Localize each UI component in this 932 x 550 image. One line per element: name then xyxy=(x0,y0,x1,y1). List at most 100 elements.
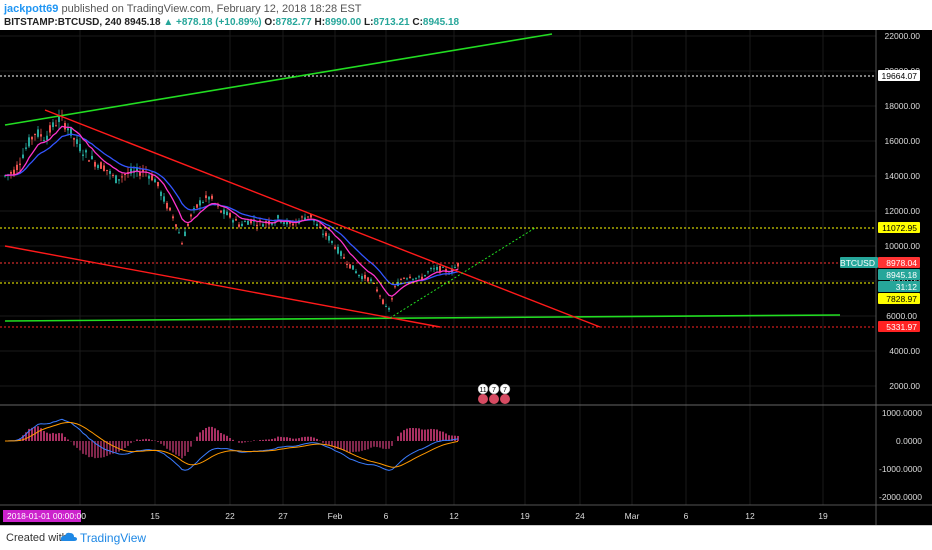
author-link[interactable]: jackpott69 xyxy=(4,3,59,15)
candle-body xyxy=(73,138,75,140)
event-badge[interactable]: 7 xyxy=(488,383,500,404)
candle-body xyxy=(121,176,123,178)
candle-body xyxy=(190,214,192,217)
event-badge[interactable]: 11 xyxy=(477,383,489,404)
time-tick-label: 12 xyxy=(449,511,459,521)
event-badges[interactable]: 11 7 7 xyxy=(477,383,511,404)
candle-body xyxy=(25,147,27,149)
open-value: 8782.77 xyxy=(275,17,312,28)
price-tag-label: 5331.97 xyxy=(886,322,917,332)
time-axis[interactable]: 2018-01-01 00:00:00 15 22 27 Feb 6 12 19 24 Mar 6 1… xyxy=(3,510,828,522)
price-tag-label: 11072.95 xyxy=(882,223,917,233)
candle-body xyxy=(361,276,363,280)
candle-body xyxy=(223,209,225,215)
candle-body xyxy=(283,222,285,224)
candle-body xyxy=(136,167,138,172)
price-tick-label: 2000.00 xyxy=(889,381,920,391)
candle-body xyxy=(241,223,243,226)
price-tag-label: 8945.18 xyxy=(886,270,917,280)
candle-body xyxy=(46,135,48,140)
candle-body xyxy=(67,128,69,131)
candle-body xyxy=(277,215,279,219)
price-tag-label: 6000.00 xyxy=(886,311,917,321)
price-tag-label: 8978.04 xyxy=(886,258,917,268)
candle-body xyxy=(433,268,435,270)
footer: Created with TradingView xyxy=(0,525,932,550)
candle-body xyxy=(301,216,303,218)
candle-body xyxy=(31,136,33,140)
time-tick-label: 15 xyxy=(150,511,160,521)
red-upper-trendline[interactable] xyxy=(44,109,601,328)
candle-body xyxy=(16,164,18,171)
candle-body xyxy=(13,169,15,176)
candle-body xyxy=(232,220,234,223)
time-tick-label: 6 xyxy=(384,511,389,521)
badge-count: 7 xyxy=(492,387,496,394)
candle-body xyxy=(37,129,39,137)
candle-body xyxy=(403,277,405,279)
candle-body xyxy=(226,211,228,216)
candle-body xyxy=(100,162,102,169)
price-tag: 7828.97 xyxy=(878,293,920,304)
low-value: 8713.21 xyxy=(373,17,410,28)
price-axis[interactable]: 22000.0020000.0018000.0016000.0014000.00… xyxy=(885,31,921,391)
candle-body xyxy=(148,175,150,179)
price-tags: 19664.07 11072.95 BTCUSD 8978.04 8945.18 31:1… xyxy=(840,70,920,332)
price-tag: 8978.04 xyxy=(878,257,920,268)
open-label: O: xyxy=(264,17,276,28)
candle-body xyxy=(388,308,390,310)
price-tick-label: 16000.00 xyxy=(885,136,921,146)
candle-body xyxy=(181,243,183,245)
candle-body xyxy=(436,267,438,270)
candle-body xyxy=(370,279,372,281)
price-tag: 5331.97 xyxy=(878,321,920,332)
candle-body xyxy=(385,305,387,307)
candle-body xyxy=(139,172,141,176)
candle-body xyxy=(256,224,258,227)
tradingview-brand[interactable]: TradingView xyxy=(80,531,147,545)
price-tag: BTCUSD xyxy=(840,257,878,268)
candle-body xyxy=(208,196,210,200)
oscillator-axis: 1000.0000 0.0000 -1000.0000 -2000.0000 xyxy=(879,408,922,502)
candle-body xyxy=(70,127,72,136)
candle-body xyxy=(238,224,240,227)
candle-body xyxy=(115,175,117,184)
time-tick-label: 12 xyxy=(745,511,755,521)
green-dotted-channel[interactable] xyxy=(389,227,536,319)
price-tag-label: 31:12 xyxy=(896,282,918,292)
candle-body xyxy=(457,262,459,267)
candle-body xyxy=(430,268,432,270)
candle-body xyxy=(235,218,237,221)
candle-body xyxy=(157,182,159,187)
candle-body xyxy=(337,246,339,254)
event-badge[interactable]: 7 xyxy=(499,383,511,404)
candle-body xyxy=(217,205,219,207)
candle-body xyxy=(247,220,249,225)
green-upper-trendline[interactable] xyxy=(4,33,553,126)
candle-body xyxy=(64,123,66,130)
candle-body xyxy=(52,122,54,128)
candle-body xyxy=(76,139,78,144)
green-support-line[interactable] xyxy=(4,314,841,322)
candle-body xyxy=(367,277,369,282)
candle-body xyxy=(109,171,111,174)
signal-line xyxy=(5,422,459,468)
candle-body xyxy=(79,143,81,152)
price-tag: 31:12 xyxy=(878,281,920,292)
red-lower-trendline[interactable] xyxy=(4,245,441,328)
candle-body xyxy=(340,251,342,256)
candle-body xyxy=(220,210,222,213)
candle-body xyxy=(124,173,126,176)
candle-body xyxy=(406,278,408,280)
time-tick-label: Mar xyxy=(625,511,640,521)
candle-body xyxy=(358,274,360,277)
candle-body xyxy=(409,276,411,279)
symbol-name: BITSTAMP:BTCUSD, 240 xyxy=(4,17,122,28)
price-chart[interactable]: 22000.0020000.0018000.0016000.0014000.00… xyxy=(0,30,932,525)
chart-area[interactable]: 22000.0020000.0018000.0016000.0014000.00… xyxy=(0,30,932,525)
candle-body xyxy=(415,277,417,279)
price-tick-label: 22000.00 xyxy=(885,31,921,41)
candle-body xyxy=(421,276,423,280)
candle-body xyxy=(202,201,204,203)
price-tag-label: BTCUSD xyxy=(840,258,875,268)
